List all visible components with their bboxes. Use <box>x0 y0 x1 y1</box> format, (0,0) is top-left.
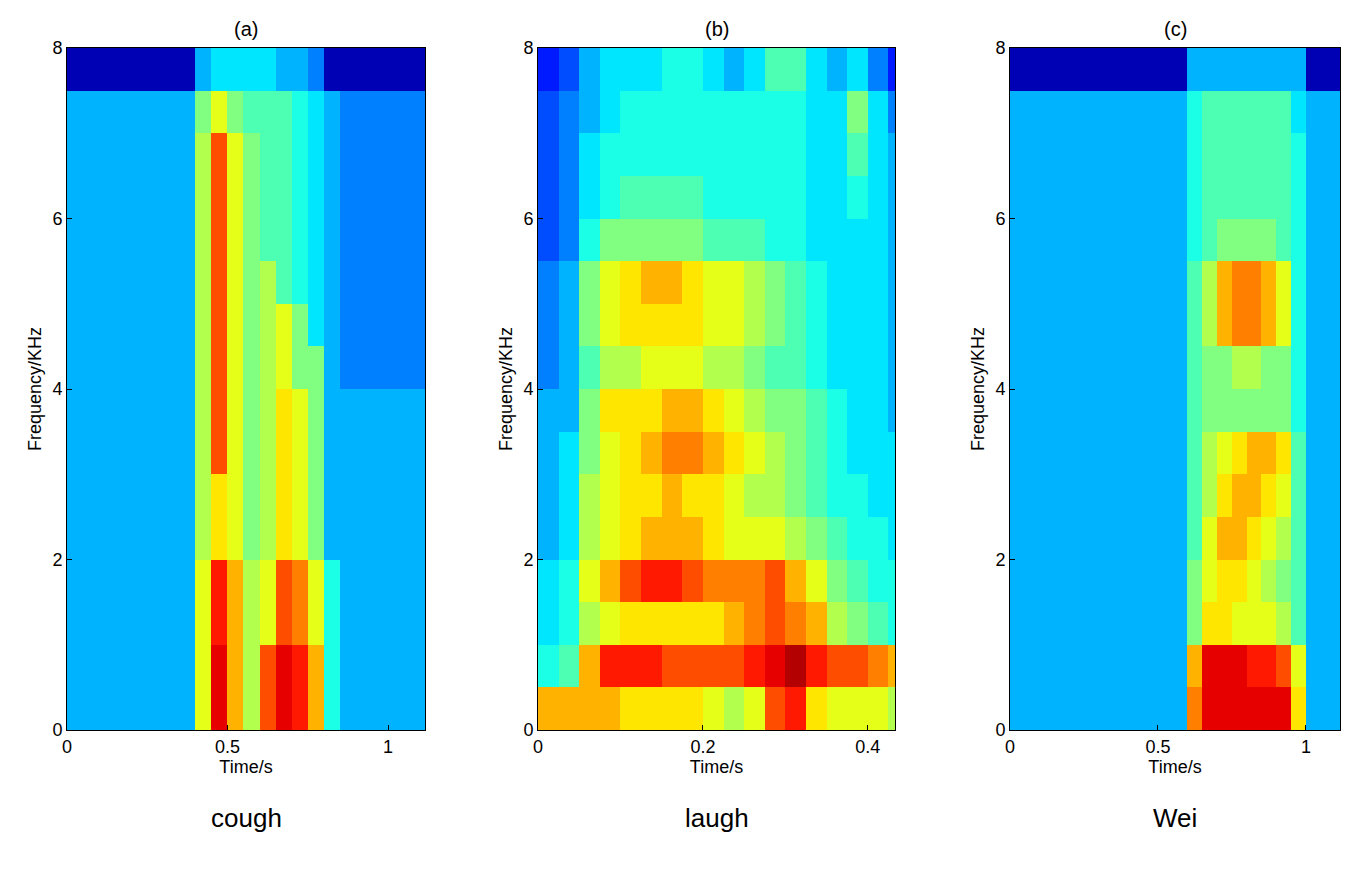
svg-text:0: 0 <box>1005 737 1015 757</box>
svg-text:Time/s: Time/s <box>690 757 743 777</box>
svg-text:(b): (b) <box>705 18 729 40</box>
svg-text:Frequency/KHz: Frequency/KHz <box>968 327 988 451</box>
svg-text:0: 0 <box>52 720 62 740</box>
svg-text:8: 8 <box>523 38 533 58</box>
svg-text:0: 0 <box>523 720 533 740</box>
svg-text:(c): (c) <box>1164 18 1187 40</box>
svg-text:2: 2 <box>523 550 533 570</box>
svg-text:cough: cough <box>211 803 282 833</box>
svg-text:1: 1 <box>1301 737 1311 757</box>
svg-text:0.5: 0.5 <box>215 737 240 757</box>
svg-text:laugh: laugh <box>685 803 749 833</box>
svg-text:Time/s: Time/s <box>219 757 272 777</box>
svg-text:4: 4 <box>995 379 1005 399</box>
svg-text:6: 6 <box>523 209 533 229</box>
svg-text:Wei: Wei <box>1153 803 1197 833</box>
svg-text:8: 8 <box>995 38 1005 58</box>
svg-text:4: 4 <box>52 379 62 399</box>
svg-text:0: 0 <box>533 737 543 757</box>
svg-text:Time/s: Time/s <box>1148 757 1201 777</box>
svg-text:0.4: 0.4 <box>855 737 880 757</box>
svg-text:2: 2 <box>52 550 62 570</box>
svg-text:8: 8 <box>52 38 62 58</box>
svg-text:1: 1 <box>383 737 393 757</box>
svg-text:0: 0 <box>62 737 72 757</box>
svg-text:0.5: 0.5 <box>1145 737 1170 757</box>
svg-text:2: 2 <box>995 550 1005 570</box>
svg-text:Frequency/KHz: Frequency/KHz <box>496 327 516 451</box>
svg-text:6: 6 <box>995 209 1005 229</box>
svg-text:0: 0 <box>995 720 1005 740</box>
svg-text:6: 6 <box>52 209 62 229</box>
svg-text:Frequency/KHz: Frequency/KHz <box>25 327 45 451</box>
svg-text:(a): (a) <box>234 18 258 40</box>
svg-text:4: 4 <box>523 379 533 399</box>
svg-text:0.2: 0.2 <box>690 737 715 757</box>
